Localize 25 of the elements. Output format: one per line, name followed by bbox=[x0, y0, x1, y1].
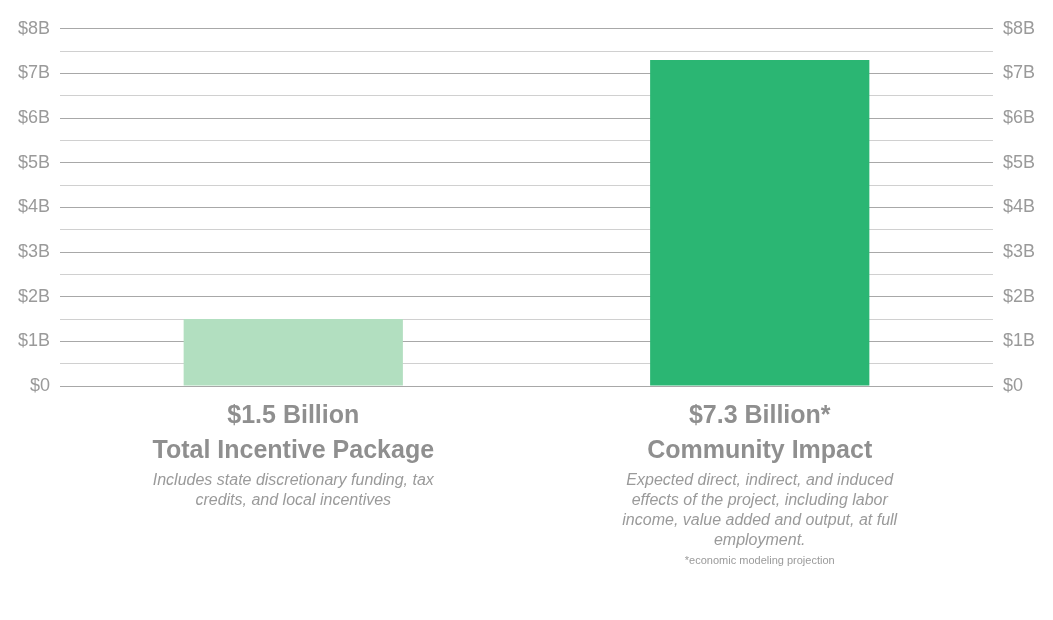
x-tick-label: Community Impact bbox=[647, 434, 873, 463]
y-tick-label: $4B bbox=[18, 196, 51, 217]
y-tick-label: $6B bbox=[18, 107, 51, 128]
text: Expected direct, indirect, and induced effects of the project, including labor income, value added and output, at full employment. bbox=[622, 471, 898, 549]
y-tick-label: $8B bbox=[18, 17, 51, 38]
y-tick-label: $1B bbox=[18, 330, 51, 351]
y2-tick-label: $4B bbox=[1002, 196, 1035, 217]
y2-tick-label: $1B bbox=[1002, 330, 1035, 351]
y2-tick-label: $5B bbox=[1002, 151, 1035, 172]
y-tick-label: $0 bbox=[30, 374, 51, 395]
text: *economic modeling projection bbox=[684, 554, 835, 567]
data-label: $1.5 Billion bbox=[227, 399, 360, 428]
y2-tick-label: $6B bbox=[1002, 107, 1035, 128]
text: Includes state discretionary funding, tax credits, and local incentives bbox=[152, 471, 435, 509]
y-tick-label: $3B bbox=[18, 241, 51, 262]
y2-tick-label: $2B bbox=[1002, 285, 1035, 306]
y2-tick-label: $7B bbox=[1002, 62, 1035, 83]
data-label: $7.3 Billion* bbox=[688, 399, 831, 428]
y2-tick-label: $0 bbox=[1002, 374, 1023, 395]
y2-tick-label: $8B bbox=[1002, 17, 1035, 38]
y2-tick-label: $3B bbox=[1002, 241, 1035, 262]
y-tick-label: $5B bbox=[18, 151, 51, 172]
y-tick-label: $2B bbox=[18, 285, 51, 306]
y-tick-label: $7B bbox=[18, 62, 51, 83]
x-tick-label: Total Incentive Package bbox=[152, 434, 435, 463]
